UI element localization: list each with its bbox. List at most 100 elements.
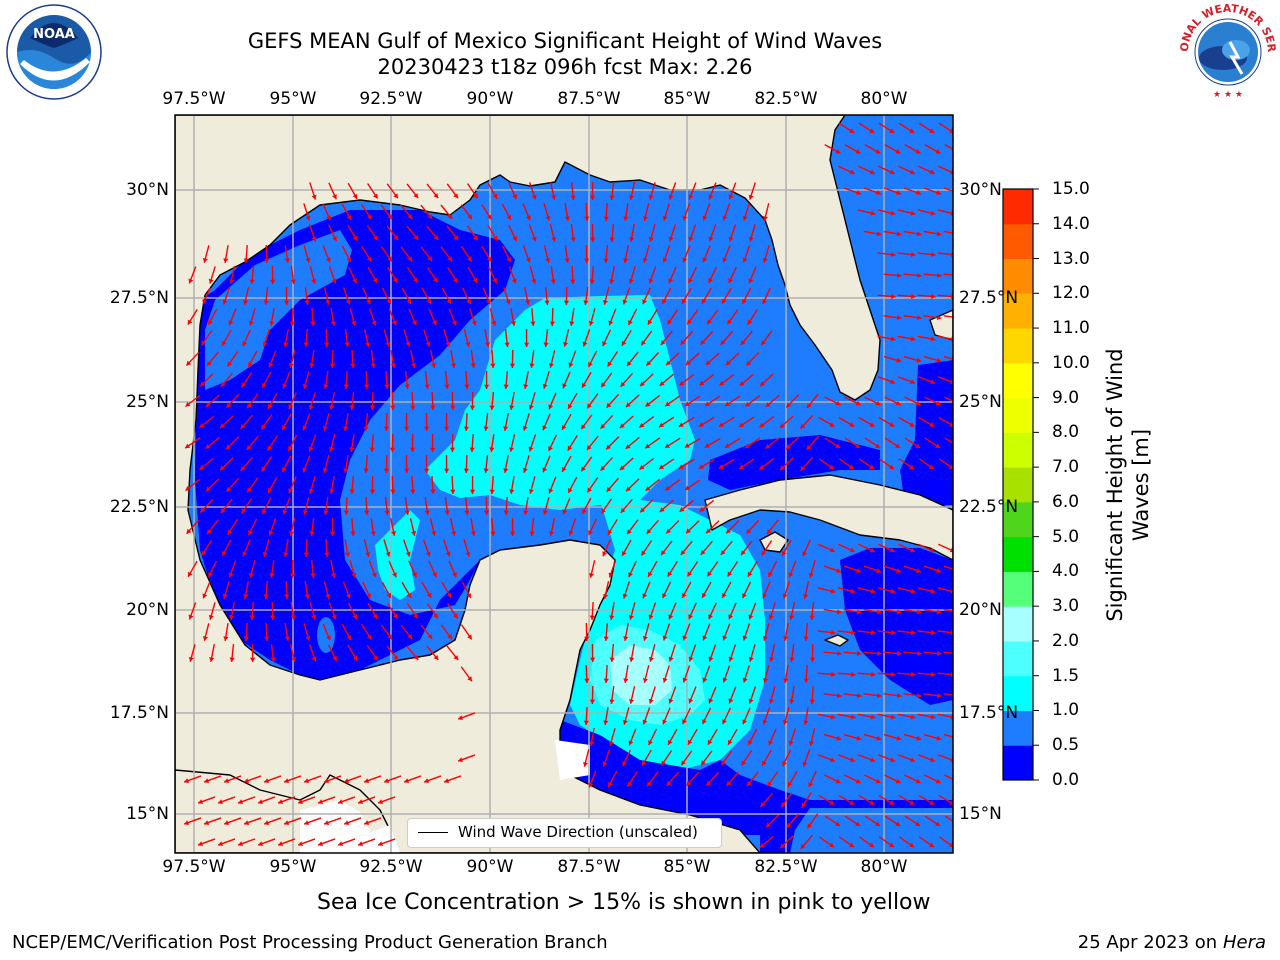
wave-arrow-head (261, 466, 267, 472)
wave-arrow-head (200, 381, 206, 387)
colorbar-tick-label: 0.5 (1052, 735, 1080, 756)
wave-arrow-head (470, 363, 476, 368)
wave-arrow-head (948, 464, 953, 470)
wave-arrow-head (664, 443, 670, 448)
wave-arrow-head (226, 444, 231, 450)
wave-arrow-head (850, 757, 855, 763)
wave-arrow-head (728, 278, 733, 284)
wave-arrow-head (430, 489, 436, 494)
wave-arrow-head (603, 216, 609, 221)
wave-arrow-head (667, 319, 673, 325)
wave-arrow-head (707, 739, 713, 745)
wave-arrow-head (787, 781, 793, 787)
wave-arrow-head (568, 530, 574, 536)
wave-arrow-head (765, 443, 771, 449)
wave-arrow-head (204, 820, 210, 826)
wave-arrow-head (411, 530, 417, 536)
wave-arrow-head (835, 443, 841, 448)
wave-arrow-head (564, 258, 570, 263)
wave-arrow-head (767, 781, 772, 787)
wave-arrow-head (241, 508, 247, 514)
wave-arrow-head (472, 277, 478, 283)
wave-arrow-head (446, 592, 452, 598)
wave-arrow-head (768, 572, 773, 578)
colorbar-tick-label: 4.0 (1052, 561, 1080, 582)
wave-arrow-head (890, 588, 896, 594)
wave-arrow-head (364, 820, 370, 826)
wave-arrow-head (623, 636, 629, 641)
wave-arrow-head (509, 363, 516, 368)
wave-arrow-head (387, 634, 392, 640)
wave-arrow-head (646, 528, 652, 534)
wave-arrow-head (956, 736, 961, 741)
wave-arrow-head (801, 802, 807, 808)
wave-arrow-head (413, 235, 419, 240)
wave-arrow-head (916, 315, 922, 321)
wave-arrow-head (687, 319, 692, 325)
wave-arrow-head (722, 257, 728, 263)
wave-arrow-head (324, 552, 330, 557)
wave-arrow-head (766, 529, 772, 535)
wave-arrow-head (562, 466, 567, 472)
wave-arrow-head (936, 568, 942, 573)
colorbar-segment (1003, 606, 1033, 642)
wave-arrow-head (243, 258, 249, 263)
wave-arrow-head (746, 360, 752, 366)
wave-arrow-head (352, 278, 357, 284)
wave-arrow-head (290, 615, 296, 620)
wave-arrow-head (910, 714, 916, 720)
wave-arrow-head (199, 464, 205, 470)
wave-arrow-head (868, 464, 874, 470)
wave-arrow-head (628, 572, 633, 578)
wave-arrow-head (431, 530, 437, 536)
wave-arrow-head (870, 629, 876, 636)
wave-arrow-head (542, 467, 548, 473)
wave-arrow-head (432, 320, 437, 326)
colorbar-tick-label: 3.0 (1052, 596, 1080, 617)
wave-arrow-head (371, 572, 377, 578)
wave-arrow-head (788, 572, 794, 578)
wave-arrow-head (283, 552, 289, 557)
wave-arrow-head (545, 215, 551, 221)
wave-arrow-head (349, 489, 355, 494)
wave-arrow-head (332, 236, 337, 242)
wave-arrow-head (802, 761, 808, 767)
wave-arrow-head (850, 714, 856, 720)
wave-arrow-head (762, 257, 768, 263)
wave-arrow-head (352, 614, 357, 620)
wave-arrow-head (510, 321, 516, 326)
wave-arrow-head (809, 657, 816, 662)
wave-arrow-head (875, 443, 881, 448)
wave-arrow-head (242, 341, 248, 347)
wave-arrow-head (363, 468, 369, 473)
wave-arrow-head (264, 778, 270, 784)
wave-arrow-head (548, 404, 554, 410)
wave-arrow-head (949, 128, 953, 133)
wave-arrow-head (619, 465, 625, 471)
wave-arrow-head (803, 720, 809, 725)
wave-arrow-head (648, 194, 654, 200)
wave-arrow-head (278, 799, 284, 805)
wave-arrow-head (503, 426, 509, 431)
wave-arrow-head (608, 740, 614, 746)
wave-arrow-head (911, 671, 916, 678)
wave-arrow-head (856, 735, 862, 741)
wave-arrow-head (876, 609, 882, 615)
wave-arrow-head (746, 781, 752, 787)
wave-arrow-head (282, 424, 287, 430)
wave-arrow-head (308, 446, 314, 452)
wave-arrow-head (688, 698, 694, 704)
wave-arrow-head (283, 342, 289, 347)
wave-arrow-head (830, 714, 836, 720)
wave-arrow-head (955, 149, 960, 154)
wave-arrow-head (186, 360, 192, 366)
wave-arrow-head (786, 822, 792, 828)
wave-arrow-head (309, 531, 315, 536)
wave-arrow-head (769, 657, 775, 662)
wave-arrow-head (936, 357, 942, 363)
wave-arrow-head (889, 422, 895, 427)
wave-arrow-head (889, 547, 895, 553)
wave-arrow-head (623, 678, 629, 683)
wave-arrow-head (708, 614, 713, 620)
wave-arrow-head (707, 319, 712, 325)
